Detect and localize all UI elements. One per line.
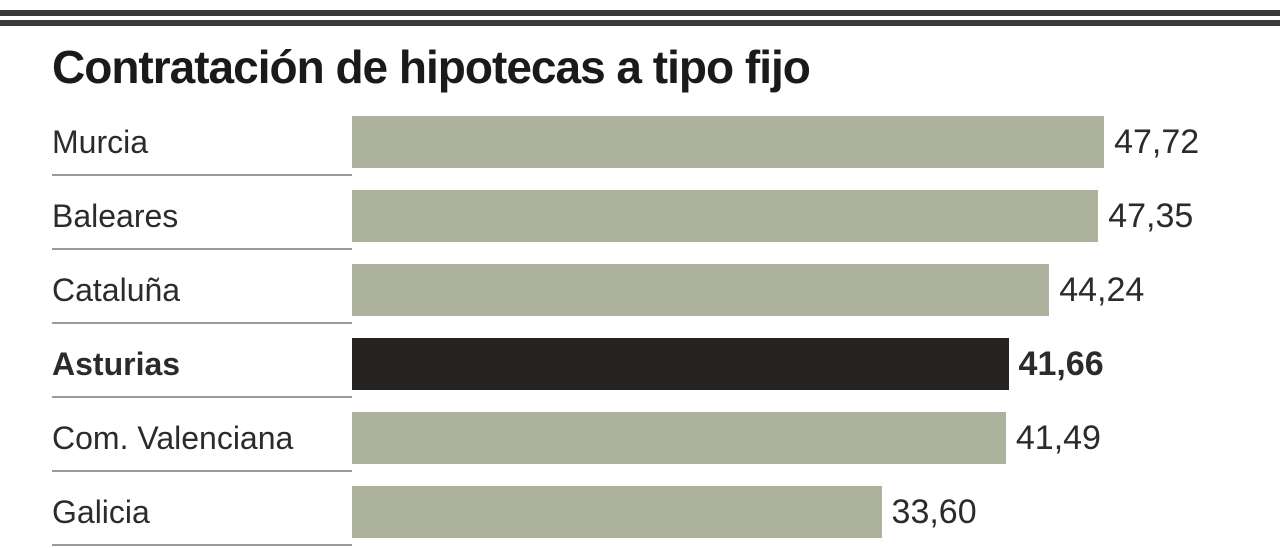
row-label: Galicia — [52, 494, 352, 531]
row-label: Baleares — [52, 198, 352, 235]
row-divider — [52, 322, 352, 324]
row-value: 33,60 — [892, 493, 977, 532]
bar-row: Baleares 47,35 — [52, 182, 1280, 250]
row-label: Asturias — [52, 346, 352, 383]
row-divider — [52, 396, 352, 398]
header-rule-bottom — [0, 20, 1280, 26]
bar-highlight — [352, 338, 1009, 390]
bar — [352, 412, 1006, 464]
bar-area: 44,24 — [352, 256, 1280, 324]
bar-area: 41,66 — [352, 330, 1280, 398]
bar — [352, 116, 1104, 168]
row-value: 47,72 — [1114, 123, 1199, 162]
bar-row: Murcia 47,72 — [52, 108, 1280, 176]
row-value: 44,24 — [1059, 271, 1144, 310]
chart-title: Contratación de hipotecas a tipo fijo — [0, 40, 1280, 94]
bar-row: Galicia 33,60 — [52, 478, 1280, 546]
chart-frame: Contratación de hipotecas a tipo fijo Mu… — [0, 10, 1280, 548]
bar — [352, 190, 1098, 242]
bar-area: 47,35 — [352, 182, 1280, 250]
row-value: 41,49 — [1016, 419, 1101, 458]
bar-area: 47,72 — [352, 108, 1280, 176]
row-divider — [52, 248, 352, 250]
row-divider — [52, 470, 352, 472]
row-divider — [52, 174, 352, 176]
bar — [352, 486, 882, 538]
bar-area: 33,60 — [352, 478, 1280, 546]
bar-rows: Murcia 47,72 Baleares 47,35 Cataluña 44,24 Ast… — [0, 108, 1280, 546]
row-value: 47,35 — [1108, 197, 1193, 236]
row-label: Cataluña — [52, 272, 352, 309]
row-label: Murcia — [52, 124, 352, 161]
bar-area: 41,49 — [352, 404, 1280, 472]
bar-row: Cataluña 44,24 — [52, 256, 1280, 324]
bar — [352, 264, 1049, 316]
row-label: Com. Valenciana — [52, 420, 352, 457]
row-divider — [52, 544, 352, 546]
bar-row: Asturias 41,66 — [52, 330, 1280, 398]
row-value: 41,66 — [1019, 345, 1104, 384]
header-rule-top — [0, 10, 1280, 16]
bar-row: Com. Valenciana 41,49 — [52, 404, 1280, 472]
